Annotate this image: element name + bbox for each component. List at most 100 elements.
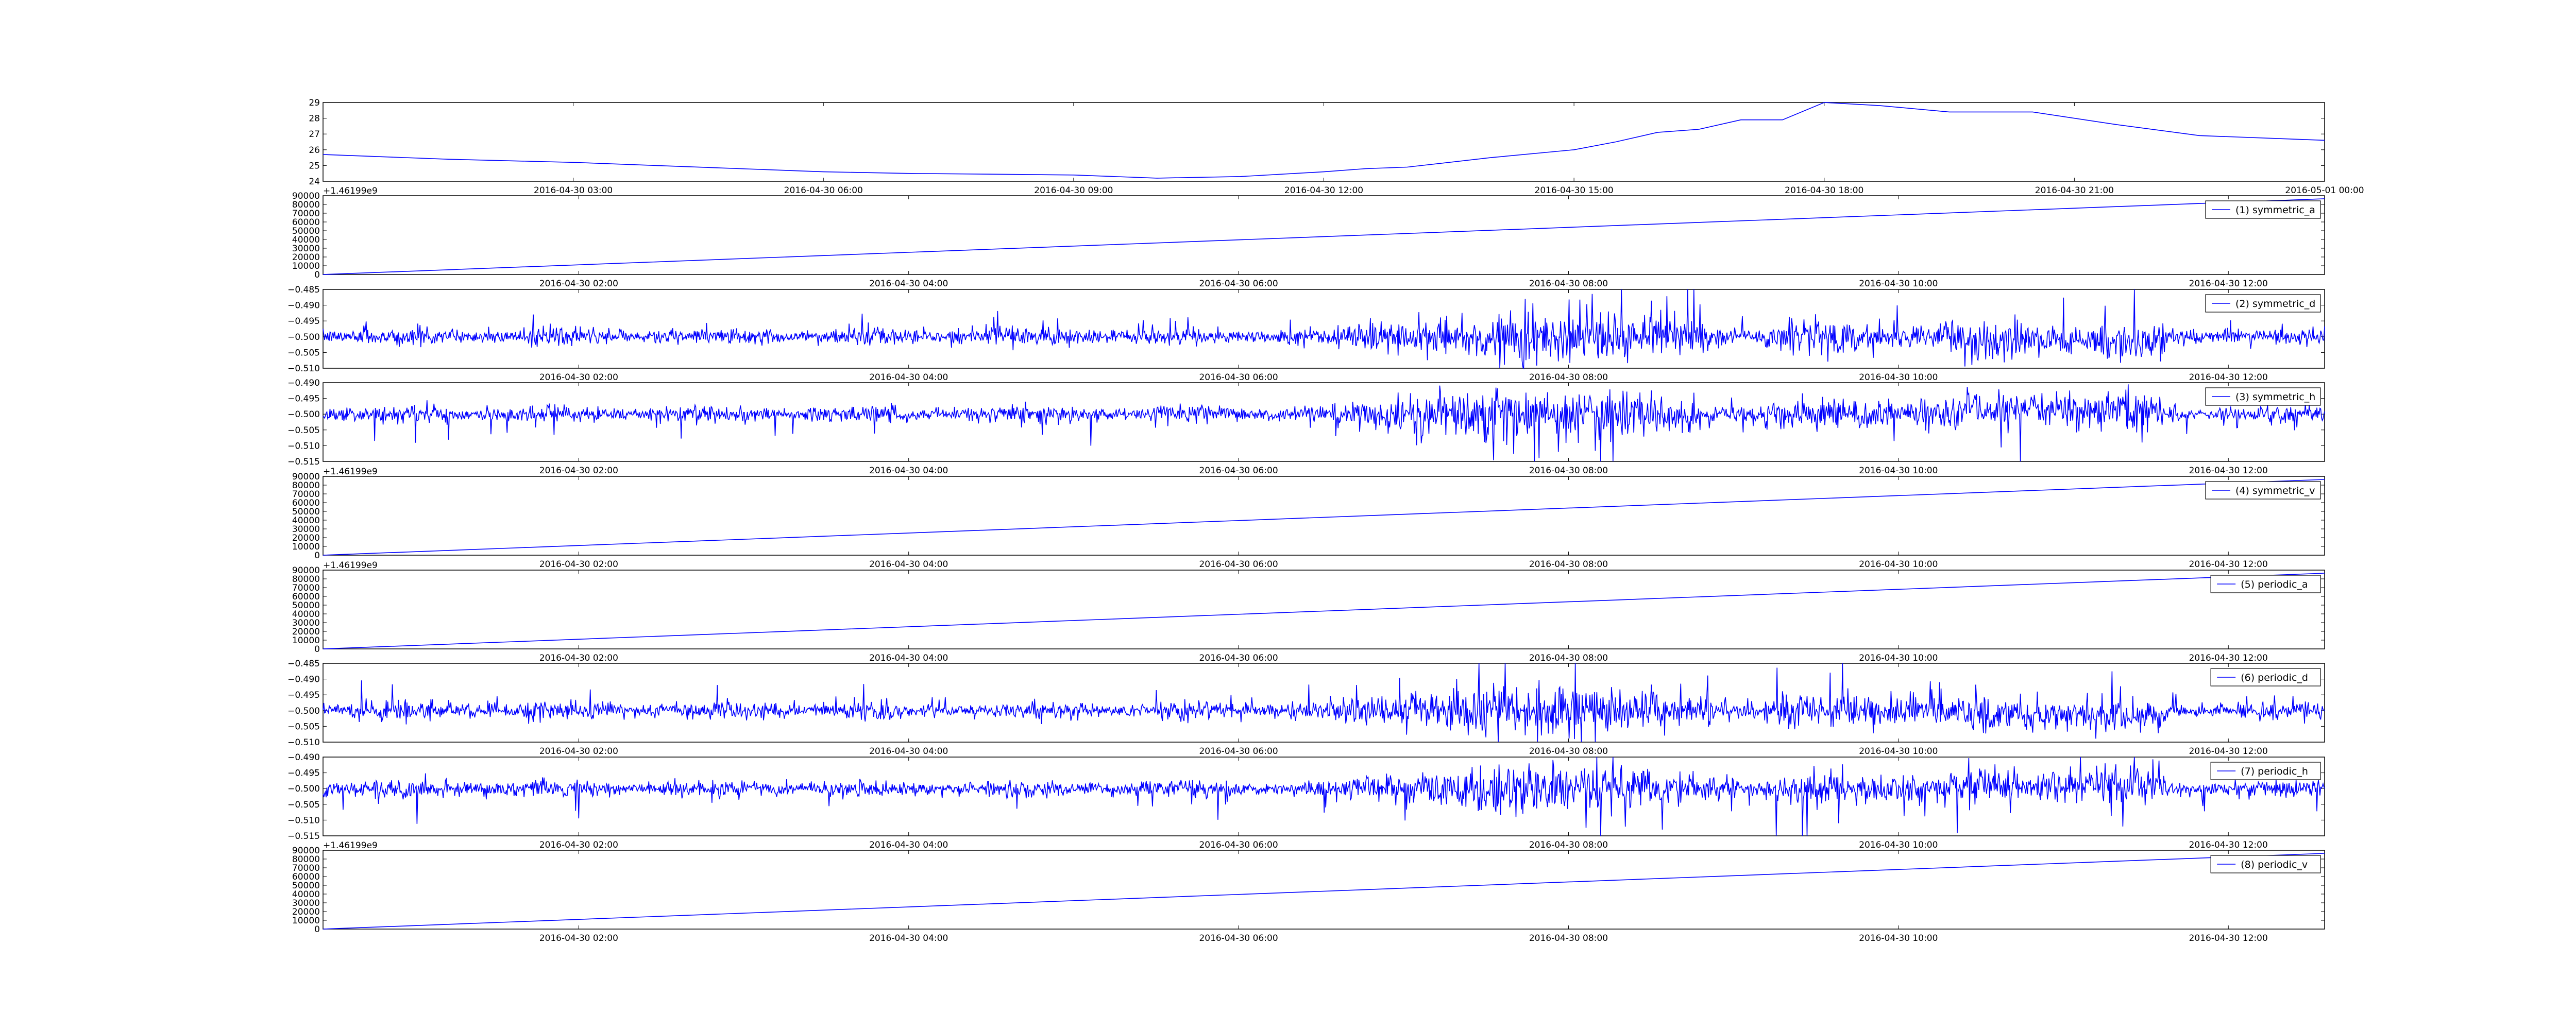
axis-offset-label: +1.46199e9 — [323, 467, 378, 477]
panel-periodic_a: 0100002000030000400005000060000700008000… — [292, 560, 2325, 663]
y-tick-label: 30000 — [292, 618, 320, 628]
x-tick-label: 2016-04-30 12:00 — [2189, 466, 2268, 476]
y-tick-label: −0.500 — [287, 332, 320, 342]
x-tick-label: 2016-04-30 04:00 — [869, 746, 948, 757]
y-tick-label: 60000 — [292, 872, 320, 882]
y-tick-label: 0 — [314, 270, 320, 280]
x-tick-label: 2016-04-30 12:00 — [2189, 279, 2268, 289]
x-tick-label: 2016-04-30 08:00 — [1529, 933, 1608, 943]
series-line-symmetric_h — [323, 384, 2325, 462]
y-tick-label: 24 — [309, 177, 320, 187]
legend-label: (3) symmetric_h — [2235, 391, 2315, 403]
x-tick-label: 2016-04-30 10:00 — [1859, 279, 1938, 289]
y-tick-label: 20000 — [292, 533, 320, 543]
y-tick-label: 90000 — [292, 191, 320, 201]
series-line-temperature — [323, 102, 2325, 179]
y-tick-label: −0.510 — [287, 815, 320, 826]
axis-offset-label: +1.46199e9 — [323, 560, 378, 571]
x-tick-label: 2016-04-30 06:00 — [1199, 279, 1278, 289]
x-tick-label: 2016-04-30 04:00 — [869, 653, 948, 663]
y-tick-label: 30000 — [292, 244, 320, 254]
y-tick-label: 0 — [314, 644, 320, 655]
x-tick-label: 2016-04-30 04:00 — [869, 466, 948, 476]
axes-frame — [323, 382, 2325, 462]
y-tick-label: −0.495 — [287, 394, 320, 404]
x-tick-label: 2016-04-30 06:00 — [1199, 559, 1278, 570]
axis-offset-label: +1.46199e9 — [323, 840, 378, 851]
y-tick-label: −0.515 — [287, 831, 320, 842]
x-tick-label: 2016-04-30 02:00 — [539, 653, 618, 663]
x-tick-label: 2016-04-30 06:00 — [1199, 933, 1278, 943]
series-line-periodic_h — [323, 757, 2325, 836]
series-line-symmetric_a — [323, 198, 2325, 275]
x-tick-label: 2016-04-30 12:00 — [2189, 372, 2268, 383]
panel-periodic_v: 0100002000030000400005000060000700008000… — [292, 840, 2325, 943]
x-tick-label: 2016-04-30 02:00 — [539, 933, 618, 943]
y-tick-label: 20000 — [292, 907, 320, 917]
legend-label: (6) periodic_d — [2241, 672, 2308, 683]
y-tick-label: −0.510 — [287, 737, 320, 748]
y-tick-label: 28 — [309, 114, 320, 124]
x-tick-label: 2016-04-30 04:00 — [869, 372, 948, 383]
x-tick-label: 2016-04-30 10:00 — [1859, 372, 1938, 383]
y-tick-label: −0.505 — [287, 722, 320, 732]
x-tick-label: 2016-04-30 12:00 — [2189, 933, 2268, 943]
y-tick-label: −0.500 — [287, 409, 320, 420]
y-tick-label: 90000 — [292, 472, 320, 482]
x-tick-label: 2016-04-30 09:00 — [1034, 185, 1113, 196]
x-tick-label: 2016-04-30 02:00 — [539, 279, 618, 289]
axes-frame — [323, 195, 2325, 275]
x-tick-label: 2016-04-30 06:00 — [1199, 653, 1278, 663]
series-line-periodic_v — [323, 853, 2325, 930]
y-tick-label: −0.515 — [287, 457, 320, 467]
x-tick-label: 2016-04-30 18:00 — [1785, 185, 1863, 196]
y-tick-label: −0.495 — [287, 768, 320, 779]
x-tick-label: 2016-05-01 00:00 — [2285, 185, 2364, 196]
panel-periodic_h: −0.515 −0.510 −0.505 −0.500 −0.495 −0.490 2016… — [287, 752, 2325, 850]
x-tick-label: 2016-04-30 06:00 — [1199, 466, 1278, 476]
x-tick-label: 2016-04-30 03:00 — [534, 185, 613, 196]
y-tick-label: 30000 — [292, 524, 320, 535]
y-tick-label: 10000 — [292, 916, 320, 926]
x-tick-label: 2016-04-30 10:00 — [1859, 559, 1938, 570]
x-tick-label: 2016-04-30 10:00 — [1859, 653, 1938, 663]
axes-frame — [323, 663, 2325, 743]
x-tick-label: 2016-04-30 12:00 — [2189, 746, 2268, 757]
y-tick-label: 90000 — [292, 846, 320, 856]
panel-temperature: 24 25 26 27 28 29 2016-04-30 03:00 2016-04-30 0… — [309, 98, 2364, 196]
x-tick-label: 2016-04-30 06:00 — [1199, 840, 1278, 850]
y-tick-label: 0 — [314, 551, 320, 561]
x-tick-label: 2016-04-30 15:00 — [1535, 185, 1614, 196]
y-tick-label: 80000 — [292, 574, 320, 585]
panel-symmetric_v: 0100002000030000400005000060000700008000… — [292, 467, 2325, 570]
x-tick-label: 2016-04-30 06:00 — [1199, 372, 1278, 383]
y-tick-label: 90000 — [292, 565, 320, 576]
x-tick-label: 2016-04-30 08:00 — [1529, 653, 1608, 663]
panel-symmetric_a: 0100002000030000400005000060000700008000… — [292, 186, 2325, 289]
y-tick-label: −0.505 — [287, 348, 320, 358]
y-tick-label: 60000 — [292, 592, 320, 602]
x-tick-label: 2016-04-30 06:00 — [784, 185, 863, 196]
y-tick-label: −0.490 — [287, 301, 320, 311]
y-tick-label: 50000 — [292, 507, 320, 517]
series-line-symmetric_d — [323, 289, 2325, 370]
y-tick-label: 27 — [309, 129, 320, 140]
x-tick-label: 2016-04-30 08:00 — [1529, 279, 1608, 289]
legend-label: (1) symmetric_a — [2235, 204, 2315, 216]
axes-frame — [323, 570, 2325, 649]
y-tick-label: 80000 — [292, 854, 320, 865]
axes-frame — [323, 102, 2325, 182]
x-tick-label: 2016-04-30 08:00 — [1529, 372, 1608, 383]
x-tick-label: 2016-04-30 02:00 — [539, 746, 618, 757]
x-tick-label: 2016-04-30 08:00 — [1529, 840, 1608, 850]
y-tick-label: 26 — [309, 145, 320, 156]
axes-frame — [323, 850, 2325, 930]
y-tick-label: 40000 — [292, 235, 320, 245]
x-tick-label: 2016-04-30 12:00 — [1284, 185, 1363, 196]
y-tick-label: −0.490 — [287, 675, 320, 685]
y-tick-label: −0.505 — [287, 800, 320, 810]
x-tick-label: 2016-04-30 04:00 — [869, 559, 948, 570]
y-tick-label: 20000 — [292, 252, 320, 263]
x-tick-label: 2016-04-30 12:00 — [2189, 653, 2268, 663]
panel-symmetric_d: −0.510 −0.505 −0.500 −0.495 −0.490 −0.485 2016… — [287, 285, 2325, 383]
